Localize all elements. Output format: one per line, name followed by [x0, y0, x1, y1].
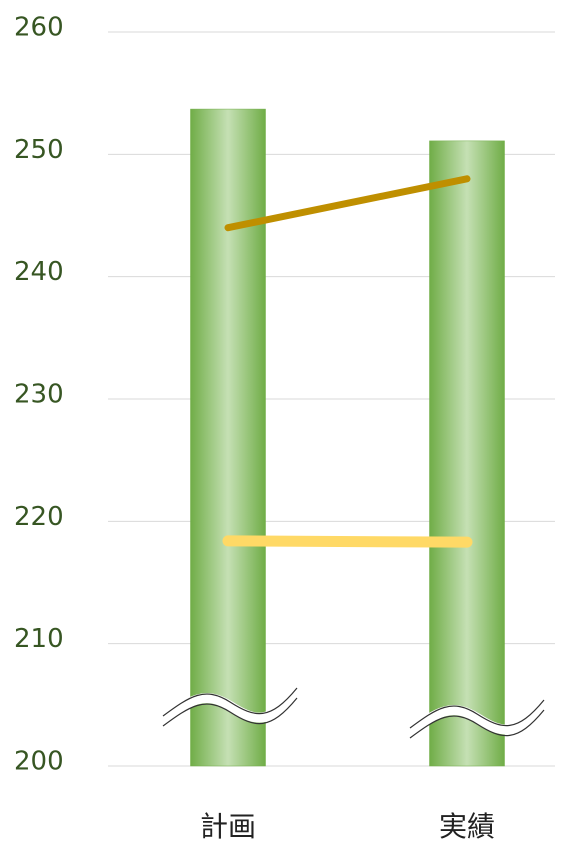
y-tick-label: 260 — [14, 13, 64, 43]
y-tick-label: 250 — [14, 135, 64, 165]
axis-breaks — [160, 687, 548, 739]
break-line — [409, 699, 545, 729]
x-tick-label: 計画 — [200, 810, 256, 843]
marks — [190, 108, 505, 767]
y-tick-label: 220 — [14, 502, 64, 532]
break-gap — [407, 700, 548, 737]
bar — [190, 108, 266, 767]
break-line — [162, 687, 298, 717]
bar — [429, 140, 505, 767]
break-line — [162, 697, 298, 727]
y-tick-label: 200 — [14, 747, 64, 777]
break-line — [409, 709, 545, 739]
break-gap — [160, 688, 301, 725]
grid — [108, 31, 555, 767]
y-tick-label: 210 — [14, 624, 64, 654]
y-tick-label: 240 — [14, 257, 64, 287]
y-tick-label: 230 — [14, 380, 64, 410]
line — [222, 535, 473, 548]
line — [224, 175, 471, 232]
x-tick-label: 実績 — [439, 810, 495, 843]
